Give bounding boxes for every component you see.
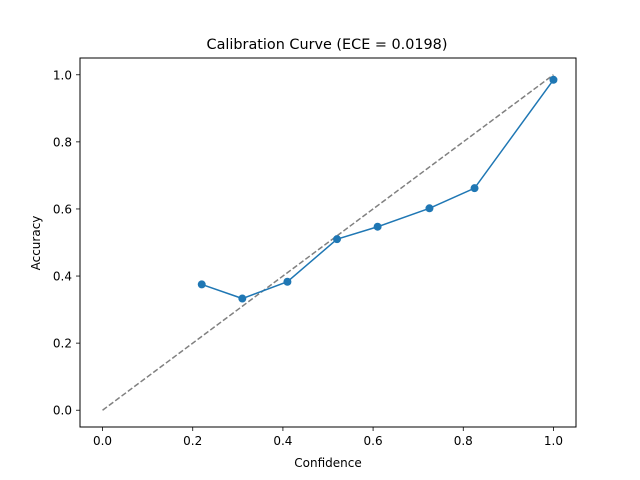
calibration-point xyxy=(373,222,382,231)
calibration-point xyxy=(238,294,247,303)
y-tick-label: 0.2 xyxy=(53,337,72,351)
y-tick-label: 0.4 xyxy=(53,270,72,284)
y-axis-label: Accuracy xyxy=(29,216,43,271)
calibration-line xyxy=(201,79,555,300)
x-axis-label: Confidence xyxy=(294,456,361,470)
y-tick-label: 0.0 xyxy=(53,404,72,418)
x-tick-label: 0.0 xyxy=(93,434,112,448)
x-axis-ticks: 0.0 0.2 0.4 0.6 0.8 1.0 xyxy=(93,427,563,448)
calibration-point xyxy=(425,204,434,213)
calibration-point xyxy=(333,235,342,244)
y-tick-label: 0.6 xyxy=(53,202,72,216)
calibration-point xyxy=(470,184,479,193)
y-tick-label: 1.0 xyxy=(53,68,72,82)
x-tick-label: 1.0 xyxy=(544,434,563,448)
x-tick-label: 0.8 xyxy=(454,434,473,448)
x-tick-label: 0.4 xyxy=(273,434,292,448)
y-axis-ticks: 0.0 0.2 0.4 0.6 0.8 1.0 xyxy=(53,68,80,418)
x-tick-label: 0.6 xyxy=(364,434,383,448)
perfect-calibration-line xyxy=(102,74,554,411)
calibration-point xyxy=(283,277,292,286)
plot-area-frame xyxy=(79,57,577,428)
series-layer xyxy=(102,74,558,411)
calibration-point xyxy=(197,280,206,289)
y-tick-label: 0.8 xyxy=(53,135,72,149)
x-tick-label: 0.2 xyxy=(183,434,202,448)
calibration-point xyxy=(549,75,558,84)
chart-title: Calibration Curve (ECE = 0.0198) xyxy=(207,37,448,53)
